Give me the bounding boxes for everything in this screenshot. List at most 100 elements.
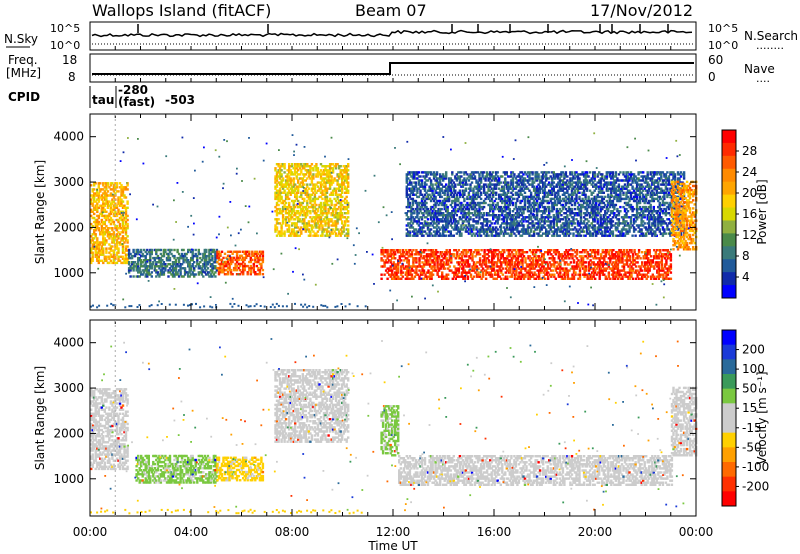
range-cell	[425, 232, 428, 235]
range-cell	[444, 277, 447, 280]
range-cell	[111, 227, 114, 230]
range-cell	[339, 214, 342, 217]
range-cell	[304, 228, 307, 231]
range-cell	[434, 251, 438, 254]
range-cell	[106, 204, 110, 207]
range-cell	[94, 241, 97, 244]
range-cell	[425, 175, 428, 178]
range-cell	[103, 233, 106, 236]
range-cell	[536, 269, 539, 272]
range-cell	[481, 259, 485, 262]
range-cell	[417, 195, 421, 199]
range-cell	[333, 189, 336, 192]
range-cell	[286, 175, 289, 178]
range-cell	[295, 224, 298, 227]
range-cell	[146, 271, 149, 274]
range-cell	[498, 259, 501, 262]
range-cell	[120, 231, 123, 234]
range-cell	[280, 173, 283, 176]
range-cell	[97, 261, 100, 265]
range-cell	[472, 267, 476, 270]
range-cell	[331, 191, 335, 194]
range-cell	[345, 218, 348, 221]
range-cell	[500, 277, 503, 280]
range-cell	[528, 271, 532, 274]
range-cell	[669, 259, 673, 262]
range-cell	[448, 255, 451, 258]
range-cell	[100, 231, 103, 234]
range-cell	[117, 237, 120, 240]
range-cell	[182, 248, 185, 252]
range-cell	[459, 261, 462, 264]
range-cell	[413, 210, 416, 213]
range-cell	[123, 204, 126, 207]
range-cell	[533, 273, 536, 276]
range-cell	[99, 251, 102, 254]
range-cell	[162, 273, 166, 276]
range-cell	[209, 248, 213, 252]
range-cell	[291, 224, 294, 227]
range-cell	[422, 251, 426, 254]
range-cell	[345, 177, 348, 180]
range-cell	[462, 269, 465, 272]
range-cell	[331, 210, 335, 213]
range-cell	[176, 273, 179, 276]
range-cell	[507, 249, 510, 252]
range-cell	[622, 267, 626, 270]
range-cell	[90, 184, 93, 187]
range-cell	[336, 197, 339, 201]
range-cell	[420, 179, 424, 182]
range-cell	[428, 275, 432, 278]
range-cell	[392, 255, 395, 258]
range-cell	[313, 220, 317, 223]
range-cell	[300, 195, 303, 199]
range-cell	[91, 257, 94, 260]
range-cell	[426, 207, 430, 211]
range-cell	[254, 250, 257, 253]
range-cell	[342, 177, 345, 180]
range-cell	[102, 247, 105, 250]
range-cell	[102, 220, 105, 224]
range-cell	[497, 257, 500, 260]
range-cell	[428, 263, 432, 266]
range-cell	[515, 271, 518, 274]
range-cell	[571, 253, 574, 256]
range-cell	[283, 191, 286, 194]
range-cell	[114, 255, 117, 258]
range-cell	[257, 258, 260, 262]
range-cell	[313, 212, 317, 215]
range-cell	[411, 197, 415, 201]
range-cell	[297, 187, 300, 190]
range-cell	[341, 189, 344, 192]
range-cell	[137, 250, 140, 254]
range-cell	[380, 273, 383, 276]
range-cell	[115, 239, 119, 242]
range-cell	[108, 218, 111, 222]
range-cell	[153, 259, 156, 262]
range-cell	[327, 226, 330, 229]
range-cell	[165, 265, 169, 268]
range-cell	[503, 277, 506, 280]
range-cell	[100, 196, 103, 199]
range-cell	[445, 259, 448, 262]
range-cell	[211, 250, 214, 254]
range-cell	[240, 258, 243, 262]
range-cell	[548, 267, 551, 270]
range-cell	[539, 251, 542, 254]
range-cell	[214, 252, 217, 256]
range-cell	[93, 188, 96, 191]
range-cell	[444, 263, 447, 266]
range-cell	[319, 195, 323, 199]
range-cell	[310, 163, 314, 166]
range-cell	[513, 277, 517, 280]
range-cell	[109, 255, 113, 258]
range-cell	[121, 224, 125, 228]
range-cell	[108, 200, 111, 203]
range-cell	[439, 173, 442, 176]
range-cell	[190, 259, 193, 262]
range-cell	[112, 249, 116, 252]
range-cell	[288, 177, 291, 180]
range-cell	[114, 237, 117, 240]
range-cell	[126, 235, 129, 238]
range-cell	[94, 247, 97, 250]
